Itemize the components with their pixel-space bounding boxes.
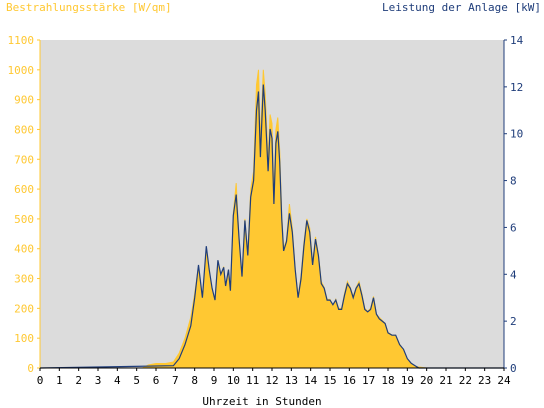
left-axis-title: Bestrahlungsstärke [W/qm] xyxy=(6,1,172,14)
left-axis-tick-label: 0 xyxy=(27,362,34,375)
left-axis-tick-label: 300 xyxy=(14,273,34,286)
left-axis-tick-label: 100 xyxy=(14,332,34,345)
right-axis-tick-label: 8 xyxy=(510,175,517,188)
axes: 0100200300400500600700800900100011000246… xyxy=(8,34,524,387)
left-axis-tick-label: 400 xyxy=(14,243,34,256)
left-axis-tick-label: 1100 xyxy=(8,34,35,47)
left-axis-tick-label: 500 xyxy=(14,213,34,226)
x-axis-tick-label: 12 xyxy=(265,374,278,387)
x-axis-tick-label: 16 xyxy=(343,374,356,387)
x-axis-tick-label: 14 xyxy=(304,374,318,387)
left-axis-tick-label: 600 xyxy=(14,183,34,196)
x-axis-tick-label: 4 xyxy=(114,374,121,387)
x-axis-tick-label: 19 xyxy=(401,374,414,387)
power-line xyxy=(39,84,504,369)
x-axis-tick-label: 15 xyxy=(323,374,336,387)
x-axis-tick-label: 18 xyxy=(381,374,394,387)
left-axis-tick-label: 200 xyxy=(14,302,34,315)
x-axis-title: Uhrzeit in Stunden xyxy=(202,395,321,408)
right-axis-tick-label: 6 xyxy=(510,221,517,234)
x-axis-tick-label: 10 xyxy=(227,374,240,387)
right-axis-tick-label: 0 xyxy=(510,362,517,375)
x-axis-tick-label: 9 xyxy=(211,374,218,387)
x-axis-tick-label: 1 xyxy=(56,374,63,387)
right-axis-title: Leistung der Anlage [kW] xyxy=(382,1,541,14)
left-axis-tick-label: 900 xyxy=(14,94,34,107)
x-axis-tick-label: 17 xyxy=(362,374,375,387)
x-axis-tick-label: 8 xyxy=(191,374,198,387)
left-axis-tick-label: 700 xyxy=(14,153,34,166)
power-line-layer xyxy=(39,84,504,369)
x-axis-tick-label: 2 xyxy=(75,374,82,387)
x-axis-tick-label: 21 xyxy=(439,374,452,387)
x-axis-tick-label: 7 xyxy=(172,374,179,387)
x-axis-tick-label: 5 xyxy=(133,374,140,387)
x-axis-tick-label: 20 xyxy=(420,374,433,387)
x-axis-tick-label: 23 xyxy=(478,374,491,387)
x-axis-tick-label: 22 xyxy=(459,374,472,387)
x-axis-tick-label: 0 xyxy=(37,374,44,387)
right-axis-tick-label: 10 xyxy=(510,128,523,141)
right-axis-tick-label: 4 xyxy=(510,268,517,281)
x-axis-tick-label: 6 xyxy=(153,374,160,387)
x-axis-tick-label: 24 xyxy=(497,374,511,387)
left-axis-tick-label: 1000 xyxy=(8,64,35,77)
x-axis-tick-label: 13 xyxy=(285,374,298,387)
right-axis-tick-label: 12 xyxy=(510,81,523,94)
right-axis-tick-label: 14 xyxy=(510,34,524,47)
x-axis-tick-label: 11 xyxy=(246,374,259,387)
left-axis-tick-label: 800 xyxy=(14,123,34,136)
right-axis-tick-label: 2 xyxy=(510,315,517,328)
x-axis-tick-label: 3 xyxy=(95,374,102,387)
